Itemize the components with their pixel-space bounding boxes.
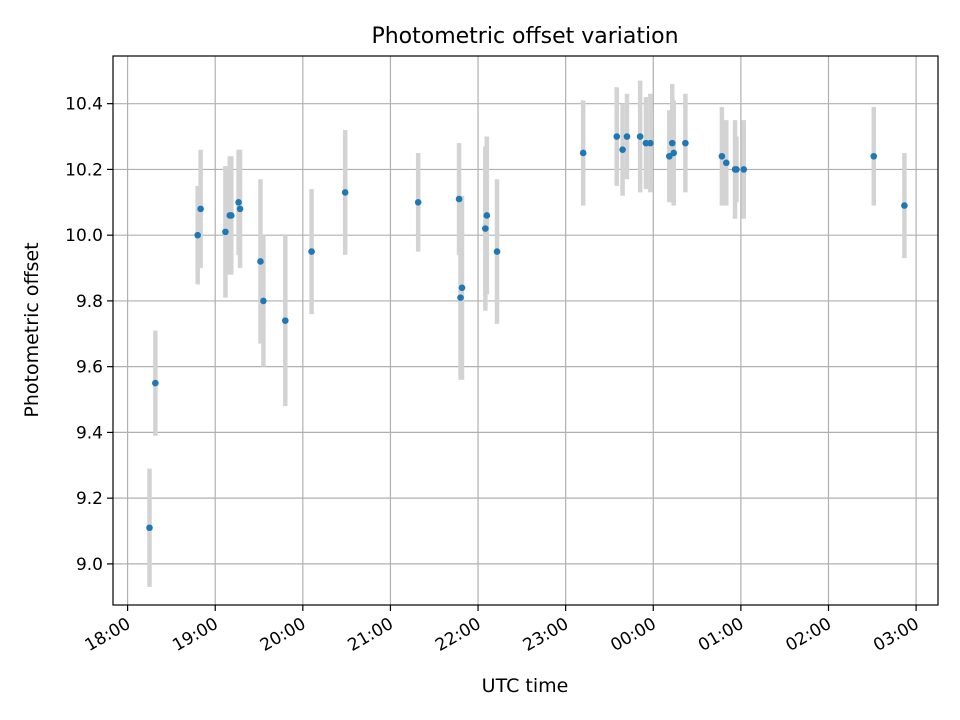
data-point [623,133,631,140]
data-point [197,205,204,213]
data-point [308,248,315,255]
data-point [194,231,201,239]
y-tick-label: 10.2 [65,160,103,180]
data-point [260,297,267,305]
y-tick-label: 9.8 [76,292,103,312]
data-point [619,146,626,153]
data-point [152,379,159,387]
plot-frame [112,55,939,606]
data-point [682,139,689,147]
data-point [636,133,644,140]
y-tick-label: 9.0 [76,555,103,575]
y-tick-label: 9.6 [76,358,103,378]
y-tick-label: 9.2 [76,489,103,509]
data-point [483,212,491,219]
data-point [235,198,242,206]
data-point [341,189,349,196]
data-point [722,159,730,167]
data-point [613,133,621,140]
data-point [455,195,463,203]
chart-title: Photometric offset variation [371,24,678,49]
data-point [227,212,235,219]
data-point [482,225,489,232]
data-point [740,166,748,173]
data-point [579,149,587,157]
data-point [458,284,466,292]
y-tick-label: 10.0 [65,226,103,246]
y-axis-label: Photometric offset [21,242,43,417]
data-point [146,524,153,532]
data-point [647,139,654,147]
data-point [222,228,229,236]
data-point [870,152,878,160]
data-point [668,139,676,147]
grid-layer [113,56,938,605]
data-point [670,149,678,157]
data-point [493,248,501,255]
data-point [282,317,289,324]
x-axis-label: UTC time [482,675,569,697]
data-point [457,294,464,301]
y-tick-label: 9.4 [76,423,103,443]
y-tick-label: 10.4 [65,95,103,115]
data-point [236,205,244,213]
data-point [733,166,740,173]
data-point [257,258,264,265]
data-point [718,152,726,160]
data-point [901,202,908,209]
point-layer [146,133,908,532]
data-point [414,198,422,206]
